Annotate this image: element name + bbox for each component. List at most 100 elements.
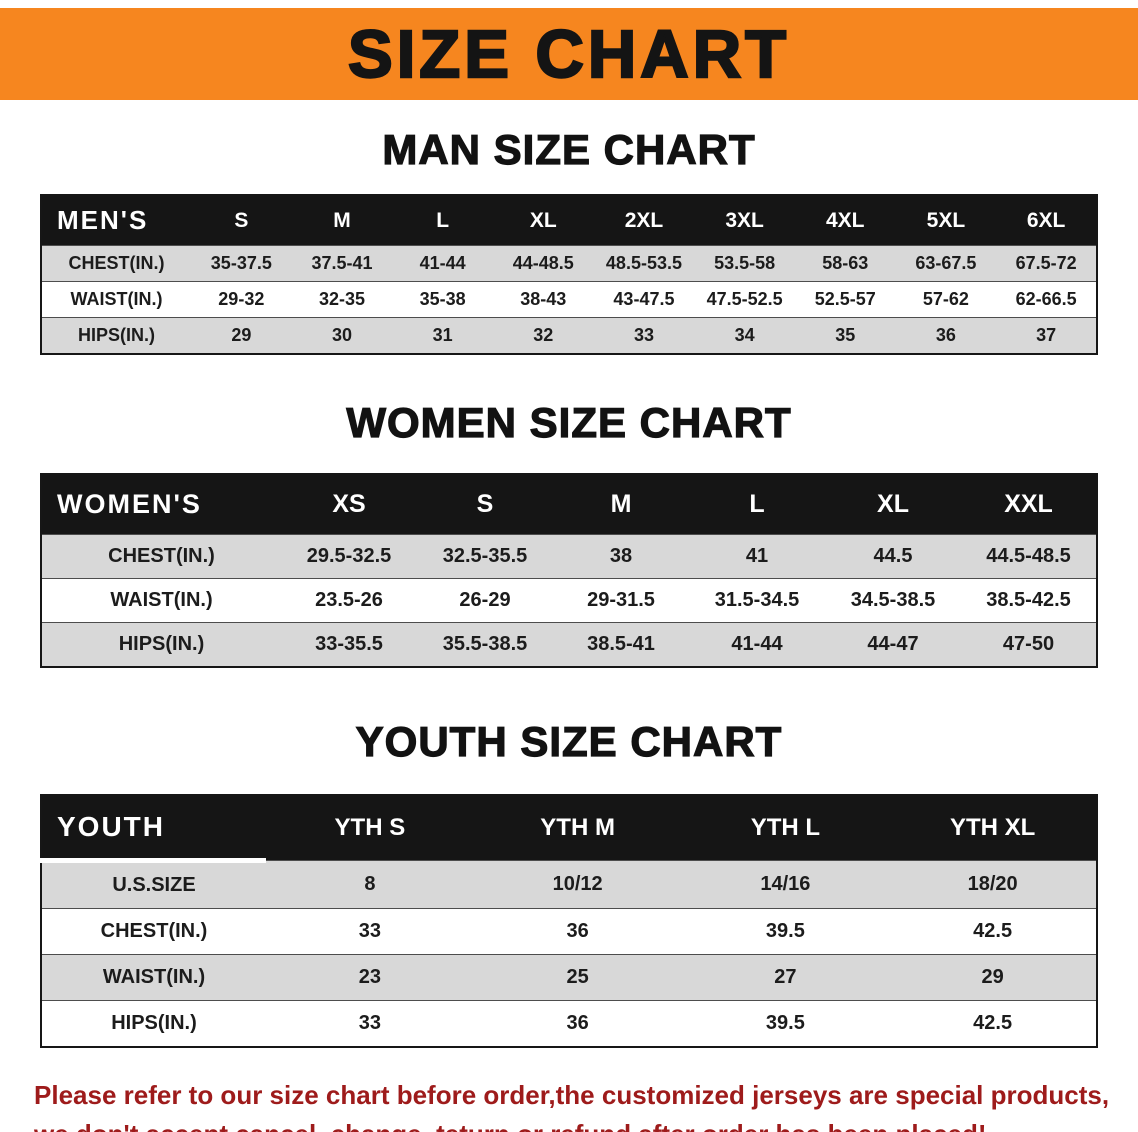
measurement-row: U.S.SIZE 8 10/12 14/16 18/20 — [41, 860, 1097, 909]
measurement-row: WAIST(IN.) 29-32 32-35 35-38 38-43 43-47.5 47.… — [41, 281, 1097, 318]
measurement-value: 38 — [609, 545, 633, 567]
measurement-value: 38.5-41 — [587, 633, 655, 655]
size-column-header: YTH XL — [889, 795, 1097, 861]
measurement-value: 52.5-57 — [814, 289, 876, 309]
measurement-row: WAIST(IN.) 23 25 27 29 — [41, 954, 1097, 1001]
measurement-value: 10/12 — [552, 873, 603, 895]
table-group-label: MEN'S — [41, 195, 191, 246]
measurement-value: 33 — [633, 325, 654, 345]
measurement-value: 37.5-41 — [311, 253, 373, 273]
size-column-header: 4XL — [794, 195, 896, 246]
men-section-heading: MAN SIZE CHART — [382, 125, 756, 173]
size-column-header: 6XL — [996, 195, 1097, 246]
measurement-value: 33-35.5 — [315, 633, 383, 655]
measurement-value: 18/20 — [967, 873, 1018, 895]
measurement-row: HIPS(IN.) 33-35.5 35.5-38.5 38.5-41 41-44 44-… — [41, 622, 1097, 667]
table-header-row: WOMEN'S XS S M L XL XXL — [41, 474, 1097, 535]
measurement-value: 29-31.5 — [587, 589, 655, 611]
measurement-row: CHEST(IN.) 35-37.5 37.5-41 41-44 44-48.5 48.5… — [41, 245, 1097, 282]
measurement-value: 62-66.5 — [1015, 289, 1077, 309]
measurement-label: CHEST(IN.) — [108, 545, 215, 567]
measurement-value: 36 — [566, 920, 589, 942]
size-column-header: YTH L — [681, 795, 890, 861]
measurement-value: 25 — [566, 966, 589, 988]
measurement-value: 35.5-38.5 — [442, 633, 528, 655]
measurement-value: 31 — [432, 325, 453, 345]
measurement-value: 48.5-53.5 — [605, 253, 682, 273]
size-column-header: L — [689, 474, 825, 535]
measurement-label: WAIST(IN.) — [110, 589, 213, 611]
size-column-header: XL — [492, 195, 594, 246]
measurement-label: CHEST(IN.) — [68, 253, 165, 273]
measurement-value: 63-67.5 — [915, 253, 977, 273]
measurement-value: 34.5-38.5 — [850, 589, 936, 611]
measurement-value: 26-29 — [459, 589, 511, 611]
measurement-value: 29-32 — [218, 289, 265, 309]
women-size-table: WOMEN'S XS S M L XL XXL CHEST(IN.) 29.5-32.5 32.5… — [40, 473, 1098, 668]
measurement-value: 38.5-42.5 — [986, 589, 1071, 611]
men-size-section: MAN SIZE CHART MEN'S S M L XL 2XL 3XL 4XL 5XL 6XL… — [0, 125, 1138, 355]
measurement-value: 30 — [331, 325, 352, 345]
measurement-value: 47-50 — [1002, 633, 1055, 655]
measurement-value: 8 — [364, 873, 376, 895]
women-size-section: WOMEN SIZE CHART WOMEN'S XS S M L XL XXL CHEST(… — [0, 398, 1138, 668]
measurement-value: 41-44 — [731, 633, 783, 655]
table-header-row: YOUTH YTH S YTH M YTH L YTH XL — [41, 795, 1097, 863]
measurement-value: 14/16 — [760, 873, 811, 895]
measurement-value: 31.5-34.5 — [714, 589, 800, 611]
banner: SIZE CHART — [0, 8, 1138, 100]
men-size-table: MEN'S S M L XL 2XL 3XL 4XL 5XL 6XL CHEST(IN.) 35-37… — [40, 194, 1098, 355]
measurement-value: 42.5 — [973, 1012, 1013, 1034]
measurement-value: 44.5 — [873, 545, 913, 567]
measurement-value: 27 — [774, 966, 797, 988]
measurement-value: 32 — [533, 325, 554, 345]
measurement-value: 44-47 — [867, 633, 919, 655]
size-column-header: YTH M — [473, 795, 682, 861]
measurement-value: 29 — [231, 325, 252, 345]
measurement-value: 23.5-26 — [315, 589, 383, 611]
size-column-header: S — [191, 195, 292, 246]
measurement-row: CHEST(IN.) 33 36 39.5 42.5 — [41, 908, 1097, 955]
size-column-header: XL — [825, 474, 961, 535]
measurement-value: 53.5-58 — [714, 253, 776, 273]
table-group-label: WOMEN'S — [41, 474, 281, 535]
size-column-header: S — [417, 474, 553, 535]
size-column-header: 3XL — [694, 195, 795, 246]
table-header-row: MEN'S S M L XL 2XL 3XL 4XL 5XL 6XL — [41, 195, 1097, 246]
measurement-value: 39.5 — [765, 920, 805, 942]
notice-line-2: we don't accept cancel, change, teturn o… — [34, 1115, 1104, 1132]
measurement-label: HIPS(IN.) — [111, 1012, 197, 1034]
size-column-header: M — [291, 195, 393, 246]
measurement-row: WAIST(IN.) 23.5-26 26-29 29-31.5 31.5-34.5 34… — [41, 578, 1097, 623]
size-column-header: XS — [281, 474, 417, 535]
youth-section-heading: YOUTH SIZE CHART — [355, 717, 783, 765]
measurement-row: CHEST(IN.) 29.5-32.5 32.5-35.5 38 41 44.5 44.5… — [41, 534, 1097, 579]
measurement-value: 35-38 — [419, 289, 466, 309]
notice-line-1: Please refer to our size chart before or… — [34, 1080, 1110, 1110]
measurement-value: 44.5-48.5 — [986, 545, 1071, 567]
size-column-header: YTH S — [266, 795, 474, 861]
measurement-value: 29 — [981, 966, 1004, 988]
measurement-row: HIPS(IN.) 33 36 39.5 42.5 — [41, 1000, 1097, 1047]
women-section-heading: WOMEN SIZE CHART — [346, 398, 792, 446]
measurement-value: 29.5-32.5 — [306, 545, 392, 567]
measurement-value: 36 — [566, 1012, 589, 1034]
measurement-value: 36 — [935, 325, 956, 345]
measurement-value: 41-44 — [419, 253, 466, 273]
size-column-header: L — [392, 195, 493, 246]
size-column-header: 5XL — [895, 195, 997, 246]
size-column-header: M — [553, 474, 689, 535]
measurement-value: 67.5-72 — [1015, 253, 1077, 273]
measurement-label: U.S.SIZE — [112, 874, 196, 896]
measurement-value: 41 — [745, 545, 769, 567]
youth-size-section: YOUTH SIZE CHART YOUTH YTH S YTH M YTH L YTH… — [0, 717, 1138, 1048]
measurement-value: 23 — [358, 966, 381, 988]
measurement-value: 44-48.5 — [512, 253, 574, 273]
measurement-label: WAIST(IN.) — [70, 289, 163, 309]
measurement-value: 37 — [1036, 325, 1057, 345]
measurement-value: 34 — [734, 325, 755, 345]
page-title: SIZE CHART — [347, 15, 790, 92]
measurement-value: 47.5-52.5 — [706, 289, 783, 309]
measurement-row: HIPS(IN.) 29 30 31 32 33 34 35 36 37 — [41, 317, 1097, 354]
measurement-label: WAIST(IN.) — [102, 966, 206, 988]
